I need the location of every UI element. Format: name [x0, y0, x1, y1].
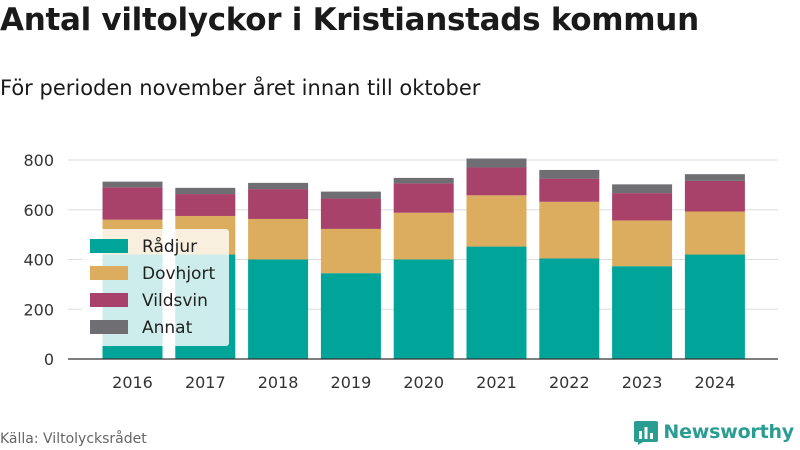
bar-segment-vildsvin-2017: [175, 194, 236, 216]
y-tick-label: 200: [23, 300, 54, 319]
bar-segment-rådjur-2022: [539, 258, 600, 359]
x-tick-label: 2023: [622, 373, 663, 392]
brand-logo: Newsworthy: [633, 419, 794, 445]
bar-segment-dovhjort-2022: [539, 201, 600, 259]
brand-name: Newsworthy: [663, 421, 794, 443]
legend-label-dovhjort: Dovhjort: [142, 264, 215, 284]
legend: Rådjur Dovhjort Vildsvin Annat: [82, 229, 229, 346]
x-tick-label: 2017: [185, 373, 226, 392]
bar-stack-2020: [393, 177, 454, 359]
bar-segment-dovhjort-2024: [684, 211, 745, 255]
y-tick-label: 800: [23, 151, 54, 170]
y-axis: 0 200 400 600 800: [23, 151, 54, 369]
bar-segment-annat-2024: [684, 174, 745, 181]
bar-stack-2022: [539, 169, 600, 359]
bar-segment-annat-2023: [612, 184, 673, 194]
legend-background: [82, 229, 229, 346]
x-tick-label: 2021: [476, 373, 517, 392]
bar-stack-2023: [612, 184, 673, 359]
x-tick-label: 2018: [258, 373, 299, 392]
x-tick-label: 2016: [112, 373, 153, 392]
y-tick-label: 400: [23, 251, 54, 270]
legend-label-vildsvin: Vildsvin: [142, 291, 208, 311]
bar-segment-dovhjort-2020: [393, 212, 454, 260]
bar-chart-logo-icon: [634, 421, 659, 445]
bar-segment-annat-2016: [102, 181, 163, 188]
bar-segment-rådjur-2024: [684, 254, 745, 359]
bar-segment-dovhjort-2019: [320, 228, 381, 274]
x-tick-label: 2024: [695, 373, 736, 392]
x-tick-label: 2020: [403, 373, 444, 392]
bar-segment-annat-2021: [466, 158, 527, 168]
legend-label-rådjur: Rådjur: [142, 236, 197, 257]
bar-segment-rådjur-2019: [320, 273, 381, 359]
bar-segment-vildsvin-2024: [684, 180, 745, 212]
legend-swatch-vildsvin: [90, 293, 128, 307]
bar-segment-dovhjort-2023: [612, 220, 673, 267]
source-note: Källa: Viltolycksrådet: [0, 431, 147, 447]
chart-subtitle: För perioden november året innan till ok…: [0, 76, 481, 100]
bar-segment-vildsvin-2019: [320, 198, 381, 229]
bar-segment-vildsvin-2021: [466, 167, 527, 196]
legend-swatch-rådjur: [90, 239, 128, 253]
legend-swatch-annat: [90, 320, 128, 334]
bar-stack-2018: [248, 182, 309, 359]
bar-segment-annat-2022: [539, 169, 600, 179]
bar-segment-vildsvin-2016: [102, 187, 163, 220]
x-tick-label: 2022: [549, 373, 590, 392]
bar-segment-rådjur-2018: [248, 259, 309, 359]
bar-segment-annat-2019: [320, 191, 381, 199]
bar-segment-vildsvin-2023: [612, 193, 673, 221]
bar-stack-2019: [320, 191, 381, 359]
bar-segment-annat-2018: [248, 182, 309, 190]
bar-segment-annat-2017: [175, 187, 236, 195]
x-tick-label: 2019: [331, 373, 372, 392]
bar-segment-dovhjort-2021: [466, 195, 527, 247]
bar-segment-vildsvin-2022: [539, 178, 600, 202]
y-tick-label: 0: [44, 350, 54, 369]
chart-title: Antal viltolyckor i Kristianstads kommun: [0, 2, 699, 38]
legend-label-annat: Annat: [142, 318, 193, 338]
bar-segment-annat-2020: [393, 177, 454, 184]
x-axis: 2016 2017 2018 2019 2020 2021 2022 2023 2024: [112, 373, 735, 392]
bar-segment-rådjur-2021: [466, 246, 527, 359]
bar-segment-rådjur-2020: [393, 259, 454, 359]
bar-segment-vildsvin-2018: [248, 189, 309, 219]
bar-stack-2021: [466, 158, 527, 359]
bar-stack-2024: [684, 174, 745, 359]
bar-segment-dovhjort-2018: [248, 218, 309, 260]
bar-segment-rådjur-2023: [612, 266, 673, 359]
bar-segment-vildsvin-2020: [393, 183, 454, 213]
legend-swatch-dovhjort: [90, 266, 128, 280]
y-tick-label: 600: [23, 201, 54, 220]
